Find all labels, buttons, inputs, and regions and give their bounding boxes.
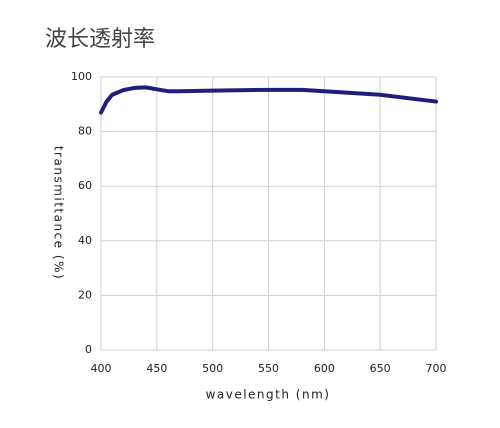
y-tick-label: 60 (78, 179, 92, 192)
x-tick-label: 500 (202, 362, 223, 375)
x-tick-label: 550 (258, 362, 279, 375)
x-tick-label: 450 (146, 362, 167, 375)
x-tick-label: 400 (91, 362, 112, 375)
y-tick-label: 0 (85, 343, 92, 356)
y-tick-label: 100 (71, 70, 92, 83)
y-tick-label: 80 (78, 125, 92, 138)
x-tick-label: 700 (426, 362, 447, 375)
y-tick-label: 20 (78, 288, 92, 301)
x-tick-label: 600 (314, 362, 335, 375)
x-axis-label: wavelength (nm) (206, 388, 331, 402)
y-axis-label: transmittance (%) (52, 146, 66, 280)
y-tick-label: 40 (78, 234, 92, 247)
chart-title: 波长透射率 (45, 27, 155, 52)
x-tick-label: 650 (370, 362, 391, 375)
line (99, 85, 438, 115)
